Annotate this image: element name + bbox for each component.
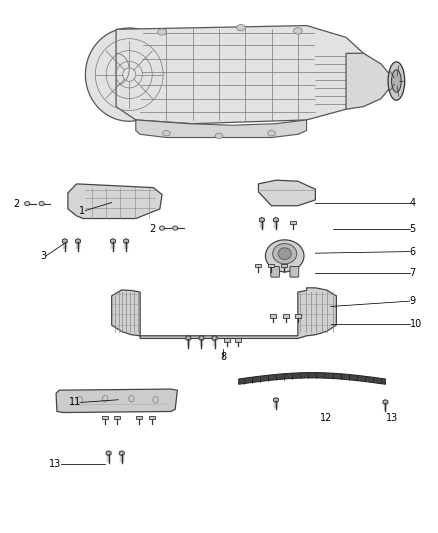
Ellipse shape <box>265 240 304 272</box>
FancyBboxPatch shape <box>255 264 261 267</box>
Ellipse shape <box>388 62 405 100</box>
Ellipse shape <box>162 131 170 136</box>
Polygon shape <box>273 398 279 402</box>
Ellipse shape <box>173 226 178 230</box>
Text: 11: 11 <box>69 398 81 407</box>
Ellipse shape <box>39 201 44 206</box>
FancyBboxPatch shape <box>136 416 142 419</box>
Polygon shape <box>119 451 124 456</box>
Polygon shape <box>110 239 116 244</box>
Text: 5: 5 <box>410 224 416 234</box>
Text: 2: 2 <box>14 199 20 208</box>
Polygon shape <box>186 336 191 341</box>
Text: 2: 2 <box>149 224 155 234</box>
FancyBboxPatch shape <box>224 338 230 342</box>
Polygon shape <box>124 239 129 244</box>
FancyBboxPatch shape <box>290 221 296 224</box>
FancyBboxPatch shape <box>149 416 155 419</box>
Ellipse shape <box>237 25 245 31</box>
Text: 4: 4 <box>410 198 416 207</box>
Polygon shape <box>258 180 315 206</box>
FancyBboxPatch shape <box>114 416 120 419</box>
FancyBboxPatch shape <box>283 314 289 318</box>
FancyBboxPatch shape <box>270 314 276 318</box>
Text: 8: 8 <box>220 352 226 362</box>
FancyBboxPatch shape <box>290 266 299 277</box>
Text: 9: 9 <box>410 296 416 306</box>
Ellipse shape <box>158 29 166 35</box>
Text: 12: 12 <box>320 414 332 423</box>
Text: 7: 7 <box>410 268 416 278</box>
Text: 3: 3 <box>40 251 46 261</box>
FancyBboxPatch shape <box>102 416 108 419</box>
Ellipse shape <box>272 244 297 264</box>
FancyBboxPatch shape <box>271 266 279 277</box>
Ellipse shape <box>85 28 173 122</box>
FancyBboxPatch shape <box>281 264 287 267</box>
Polygon shape <box>56 389 177 413</box>
Polygon shape <box>273 217 279 222</box>
Polygon shape <box>346 53 390 109</box>
Text: 6: 6 <box>410 247 416 256</box>
Polygon shape <box>259 217 265 222</box>
Ellipse shape <box>293 28 302 34</box>
Polygon shape <box>239 373 385 384</box>
Polygon shape <box>212 336 217 341</box>
Ellipse shape <box>392 70 401 92</box>
Text: 13: 13 <box>49 459 61 469</box>
Ellipse shape <box>268 131 276 136</box>
Polygon shape <box>106 451 111 456</box>
Ellipse shape <box>278 248 291 260</box>
Polygon shape <box>136 120 307 138</box>
Text: 13: 13 <box>386 414 398 423</box>
Ellipse shape <box>215 133 223 139</box>
Polygon shape <box>116 26 364 124</box>
Polygon shape <box>112 288 336 338</box>
Text: 10: 10 <box>410 319 422 328</box>
Text: 1: 1 <box>79 206 85 215</box>
FancyBboxPatch shape <box>295 314 301 318</box>
Polygon shape <box>199 336 204 341</box>
FancyBboxPatch shape <box>268 264 274 267</box>
Polygon shape <box>75 239 81 244</box>
Polygon shape <box>62 239 67 244</box>
Polygon shape <box>383 400 388 405</box>
Polygon shape <box>68 184 162 219</box>
Ellipse shape <box>25 201 30 206</box>
FancyBboxPatch shape <box>235 338 241 342</box>
Ellipse shape <box>159 226 165 230</box>
